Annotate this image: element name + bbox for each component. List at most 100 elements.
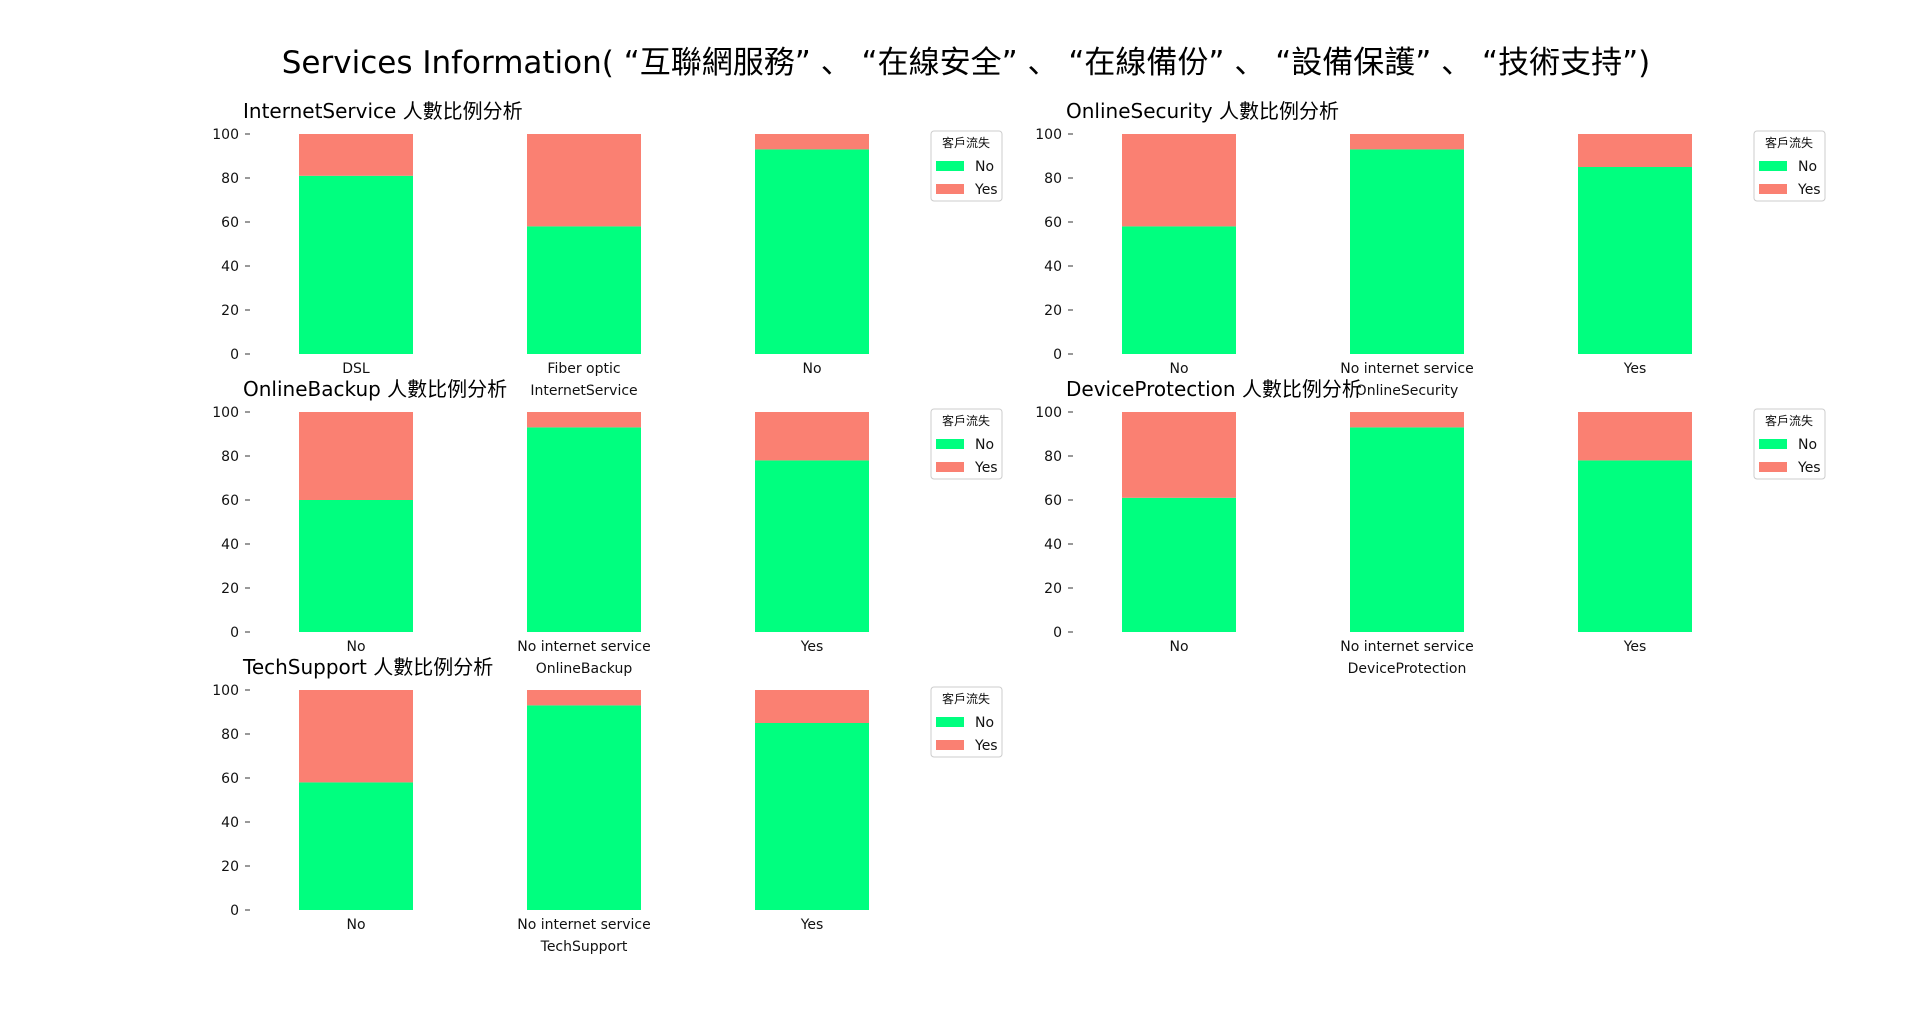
y-tick-label: 80 [221, 727, 239, 743]
legend-label-no: No [975, 437, 994, 453]
legend-swatch-no [936, 439, 964, 449]
legend-swatch-yes [936, 462, 964, 472]
bar-no-dsl [299, 175, 413, 354]
legend-box [1753, 408, 1826, 480]
y-tick-label: 20 [1044, 303, 1062, 319]
bar-yes-no-internet-service [1350, 412, 1464, 428]
legend-swatch-yes [936, 740, 964, 750]
legend-label-yes: Yes [974, 182, 998, 198]
y-tick-label: 40 [1044, 537, 1062, 553]
legend-swatch-no [1759, 439, 1787, 449]
x-tick-label: No internet service [1340, 361, 1473, 377]
y-tick-label: 60 [221, 215, 239, 231]
legend-label-yes: Yes [1797, 460, 1821, 476]
y-tick-label: 80 [1044, 171, 1062, 187]
legend-label-yes: Yes [1797, 182, 1821, 198]
x-tick-label: No internet service [1340, 639, 1473, 655]
x-axis-label: DeviceProtection [1348, 661, 1467, 677]
x-tick-label: No internet service [517, 917, 650, 933]
bar-yes-no [1122, 134, 1236, 227]
bar-no-no-internet-service [1350, 427, 1464, 632]
y-tick-label: 80 [221, 171, 239, 187]
bar-yes-yes [1578, 134, 1692, 167]
y-tick-label: 80 [1044, 449, 1062, 465]
y-tick-label: 20 [221, 859, 239, 875]
bar-yes-no-internet-service [527, 412, 641, 428]
bar-no-no [755, 149, 869, 354]
subplot-title: OnlineSecurity 人數比例分析 [1066, 99, 1339, 123]
bar-no-no-internet-service [527, 427, 641, 632]
x-tick-label: No [1169, 639, 1188, 655]
subplot-title: DeviceProtection 人數比例分析 [1066, 377, 1362, 401]
bar-yes-yes [755, 412, 869, 461]
x-tick-label: Yes [800, 639, 824, 655]
legend-box [1753, 130, 1826, 202]
bar-no-yes [1578, 460, 1692, 632]
x-tick-label: No [802, 361, 821, 377]
x-tick-label: DSL [342, 361, 370, 377]
y-tick-label: 100 [1035, 127, 1062, 143]
bar-yes-no [299, 690, 413, 783]
x-tick-label: No [346, 917, 365, 933]
legend-box [930, 686, 1003, 758]
y-tick-label: 0 [230, 347, 239, 363]
legend-title: 客戶流失 [942, 691, 990, 706]
y-tick-label: 0 [1053, 625, 1062, 641]
legend-swatch-no [1759, 161, 1787, 171]
x-tick-label: Fiber optic [547, 361, 620, 377]
bar-yes-fiber-optic [527, 134, 641, 227]
y-tick-label: 40 [221, 815, 239, 831]
legend-label-yes: Yes [974, 460, 998, 476]
legend-box [930, 130, 1003, 202]
subplot-title: OnlineBackup 人數比例分析 [243, 377, 507, 401]
y-tick-label: 40 [1044, 259, 1062, 275]
legend-box [930, 408, 1003, 480]
x-tick-label: No [1169, 361, 1188, 377]
y-tick-label: 100 [212, 405, 239, 421]
legend-label-no: No [975, 715, 994, 731]
y-tick-label: 20 [221, 303, 239, 319]
bar-no-yes [755, 460, 869, 632]
y-tick-label: 20 [1044, 581, 1062, 597]
y-tick-label: 60 [1044, 493, 1062, 509]
legend-title: 客戶流失 [1765, 413, 1813, 428]
y-tick-label: 100 [212, 683, 239, 699]
x-tick-label: Yes [1623, 361, 1647, 377]
bar-no-no [299, 500, 413, 632]
bar-no-no [1122, 497, 1236, 632]
x-tick-label: Yes [800, 917, 824, 933]
legend-label-yes: Yes [974, 738, 998, 754]
legend-title: 客戶流失 [1765, 135, 1813, 150]
bar-yes-no [755, 134, 869, 150]
bar-no-no [1122, 226, 1236, 354]
subplot-title: InternetService 人數比例分析 [243, 99, 523, 123]
x-tick-label: No [346, 639, 365, 655]
y-tick-label: 100 [212, 127, 239, 143]
bar-no-no-internet-service [1350, 149, 1464, 354]
y-tick-label: 40 [221, 537, 239, 553]
x-axis-label: InternetService [530, 383, 637, 399]
bar-yes-no-internet-service [1350, 134, 1464, 150]
bar-yes-no [299, 412, 413, 500]
x-tick-label: Yes [1623, 639, 1647, 655]
y-tick-label: 0 [230, 903, 239, 919]
legend-title: 客戶流失 [942, 135, 990, 150]
x-axis-label: OnlineBackup [536, 661, 633, 677]
bar-no-fiber-optic [527, 226, 641, 354]
legend-swatch-no [936, 717, 964, 727]
legend-label-no: No [1798, 159, 1817, 175]
y-tick-label: 100 [1035, 405, 1062, 421]
subplot-title: TechSupport 人數比例分析 [242, 655, 493, 679]
bar-yes-dsl [299, 134, 413, 176]
legend-label-no: No [1798, 437, 1817, 453]
legend-swatch-yes [1759, 462, 1787, 472]
bar-yes-yes [1578, 412, 1692, 461]
legend-title: 客戶流失 [942, 413, 990, 428]
y-tick-label: 0 [1053, 347, 1062, 363]
bar-yes-yes [755, 690, 869, 723]
x-axis-label: OnlineSecurity [1356, 383, 1459, 399]
y-tick-label: 20 [221, 581, 239, 597]
bar-yes-no [1122, 412, 1236, 498]
bar-no-yes [1578, 167, 1692, 354]
